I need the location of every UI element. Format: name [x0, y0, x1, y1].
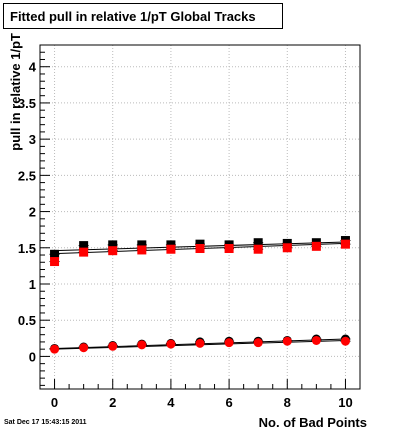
- x-axis-label: No. of Bad Points: [259, 415, 367, 430]
- data-point-square: [79, 247, 89, 257]
- data-point-square: [137, 245, 147, 255]
- data-point-circle: [224, 338, 234, 348]
- x-tick-label: 8: [284, 395, 291, 410]
- data-point-circle: [311, 335, 321, 345]
- data-point-square: [224, 244, 234, 254]
- data-point-square: [253, 244, 263, 254]
- plot-frame: [39, 44, 361, 390]
- data-point-circle: [108, 341, 118, 351]
- grid: [40, 45, 360, 389]
- timestamp: Sat Dec 17 15:43:15 2011: [4, 419, 87, 426]
- data-markers: [50, 236, 350, 354]
- chart-title: Fitted pull in relative 1/pT Global Trac…: [3, 3, 283, 29]
- tick-labels: 0 2 4 6 8 10 0 0.5 1 1.5 2 2.5 3 3.5 4: [18, 60, 353, 410]
- data-point-square: [79, 241, 89, 251]
- data-point-square: [311, 241, 321, 251]
- data-point-circle: [340, 336, 350, 346]
- data-point-circle: [166, 339, 176, 349]
- y-tick-label: 3.5: [18, 96, 36, 111]
- data-point-square: [195, 244, 205, 254]
- x-tick-label: 6: [225, 395, 232, 410]
- data-point-circle: [50, 344, 60, 354]
- data-point-circle: [253, 338, 263, 348]
- y-tick-label: 0: [29, 349, 36, 364]
- data-point-circle: [137, 340, 147, 350]
- data-point-square: [108, 240, 118, 250]
- data-point-square: [50, 257, 60, 267]
- data-point-square: [253, 238, 263, 248]
- data-point-square: [340, 239, 350, 249]
- data-point-square: [108, 246, 118, 256]
- x-tick-label: 10: [338, 395, 352, 410]
- data-point-square: [282, 243, 292, 253]
- x-tick-label: 0: [51, 395, 58, 410]
- data-point-square: [137, 240, 147, 250]
- y-tick-label: 3: [29, 132, 36, 147]
- y-tick-label: 2.5: [18, 168, 36, 183]
- data-point-square: [50, 249, 60, 259]
- x-tick-label: 2: [109, 395, 116, 410]
- data-point-circle: [282, 336, 292, 346]
- x-tick-label: 4: [167, 395, 175, 410]
- y-tick-label: 4: [29, 60, 37, 75]
- fit-lines: [49, 240, 351, 350]
- data-point-square: [166, 244, 176, 254]
- y-tick-label: 2: [29, 205, 36, 220]
- axis-ticks: [39, 51, 361, 389]
- y-axis-label: pull in relative 1/pT: [8, 33, 23, 151]
- y-tick-label: 1: [29, 277, 36, 292]
- data-point-circle: [195, 338, 205, 348]
- data-point-circle: [79, 343, 89, 353]
- y-tick-label: 0.5: [18, 313, 36, 328]
- y-tick-label: 1.5: [18, 241, 36, 256]
